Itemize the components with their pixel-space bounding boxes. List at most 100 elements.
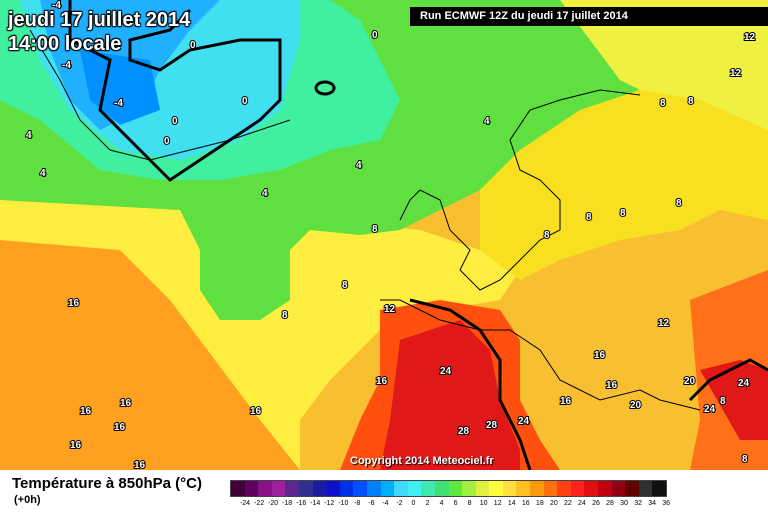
- color-swatch: [312, 481, 327, 496]
- isotherm-label: 24: [704, 404, 716, 415]
- color-swatch: [611, 481, 626, 496]
- temperature-field-dark-red-east: [700, 360, 768, 440]
- color-swatch: [625, 481, 639, 496]
- isotherm-label: 0: [164, 136, 170, 147]
- twenty-isotherm-line: [409, 298, 532, 470]
- isotherm-label: 28: [458, 426, 470, 437]
- color-scale-tick-label: -2: [396, 500, 403, 507]
- color-scale-tick-label: 24: [578, 500, 586, 507]
- coastline-greenland: [29, 29, 291, 161]
- color-scale-tick-label: 4: [439, 500, 444, 507]
- color-scale-tick-label: 36: [662, 500, 671, 507]
- color-swatch: [543, 481, 558, 496]
- color-swatch: [271, 481, 286, 496]
- color-scale-tick-label: -6: [368, 500, 375, 507]
- color-scale-ticks: -24 -22 -20 -18 -16 -14 -12 -10 -8 -6 -4 -2 0 2 4 6 8 10 1…: [230, 500, 700, 512]
- isotherm-label: -4: [114, 98, 123, 109]
- color-scale-tick-label: 32: [634, 500, 642, 507]
- isotherm-label: 12: [730, 68, 742, 79]
- temperature-field-dark-red: [380, 320, 520, 470]
- color-scale-tick-label: 14: [507, 500, 516, 507]
- isotherm-label: 0: [242, 96, 248, 107]
- copyright-text: Copyright 2014 Meteociel.fr: [350, 455, 494, 467]
- isotherm-label: 20: [684, 376, 696, 387]
- color-scale-tick-label: -10: [338, 500, 349, 507]
- color-swatch: [598, 481, 612, 496]
- isotherm-label: 8: [282, 310, 288, 321]
- isotherm-label: 8: [620, 208, 626, 219]
- isotherm-label: -4: [52, 0, 61, 11]
- isotherm-label: 16: [606, 380, 618, 391]
- color-swatch: [638, 481, 653, 496]
- isotherm-label: 8: [544, 230, 550, 241]
- legend-panel: Température à 850hPa (°C) (+0h) -2 4 -22 -2…: [0, 470, 768, 512]
- isotherm-label: 16: [376, 376, 388, 387]
- temperature-field-yellow: [0, 200, 520, 470]
- isotherm-label: 12: [744, 32, 756, 43]
- isotherm-label: 16: [114, 422, 126, 433]
- color-scale-tick-label: 28: [606, 500, 614, 507]
- color-swatch: [353, 481, 367, 496]
- isotherm-label: 20: [630, 400, 642, 411]
- temperature-field-yellow-eu: [480, 90, 768, 280]
- isotherm-label: -4: [62, 60, 71, 71]
- color-scale-tick-label: -18: [282, 500, 293, 507]
- isotherm-label: 16: [120, 398, 132, 409]
- color-scale-tick-label: 18: [535, 500, 544, 507]
- color-scale-tick-label: -20: [268, 500, 279, 507]
- coastline-med: [380, 299, 701, 411]
- color-scale-tick-label: -22: [253, 500, 265, 507]
- color-swatch: [421, 481, 435, 496]
- color-swatch: [244, 481, 259, 496]
- color-swatch: [448, 481, 463, 496]
- color-scale-bar: [230, 480, 667, 497]
- isotherm-label: 24: [738, 378, 750, 389]
- color-swatch: [584, 481, 599, 496]
- isotherm-label: 16: [68, 298, 80, 309]
- isotherm-label: 4: [484, 116, 490, 127]
- isotherm-label: 8: [720, 396, 726, 407]
- color-swatch: [434, 481, 449, 496]
- forecast-time: 14:00 locale: [8, 33, 122, 55]
- color-scale-tick-label: -4: [382, 500, 389, 507]
- isotherm-label: 4: [26, 130, 32, 141]
- color-swatch: [258, 481, 272, 496]
- color-scale-tick-label: 16: [521, 500, 530, 507]
- isotherm-label: 24: [518, 416, 530, 427]
- color-swatch: [394, 481, 408, 496]
- isotherm-loop: [314, 80, 336, 96]
- color-swatch: [366, 481, 381, 496]
- temperature-field-yellow-ne: [560, 0, 768, 140]
- color-scale-tick-label: 34: [648, 500, 657, 507]
- color-swatch: [489, 481, 503, 496]
- color-scale-tick-label: 30: [620, 500, 628, 507]
- color-scale-tick-label: -12: [324, 500, 335, 507]
- color-scale-tick-label: -14: [310, 500, 321, 507]
- forecast-date: jeudi 17 juillet 2014: [8, 9, 191, 31]
- color-swatch: [502, 481, 517, 496]
- isotherm-label: 24: [440, 366, 452, 377]
- isotherm-label: 8: [742, 454, 748, 465]
- isotherm-label: 8: [676, 198, 682, 209]
- color-scale-tick-label: -16: [296, 500, 307, 507]
- isotherm-label: 8: [372, 224, 378, 235]
- color-swatch: [530, 481, 544, 496]
- color-swatch: [407, 481, 422, 496]
- isotherm-label: 16: [134, 460, 146, 470]
- isotherm-label: 8: [586, 212, 592, 223]
- isotherm-label: 4: [40, 168, 46, 179]
- isotherm-label: 8: [688, 96, 694, 107]
- legend-subtitle: (+0h): [14, 494, 41, 506]
- legend-title: Température à 850hPa (°C): [12, 475, 202, 492]
- isotherm-label: 4: [262, 188, 268, 199]
- model-run-banner: Run ECMWF 12Z du jeudi 17 juillet 2014: [410, 7, 768, 26]
- temperature-map: -4 -4 -4 0 0 0 0 0 4 4 4 4 4 8 8 8 8 8 8 8 8 8 12 12 12 12 16 16 16 1…: [0, 0, 768, 470]
- isotherm-label: 12: [658, 318, 670, 329]
- color-swatch: [380, 481, 395, 496]
- isotherm-label: 0: [190, 40, 196, 51]
- color-swatch: [326, 481, 340, 496]
- isotherm-label: 16: [560, 396, 572, 407]
- isotherm-label: 12: [384, 304, 396, 315]
